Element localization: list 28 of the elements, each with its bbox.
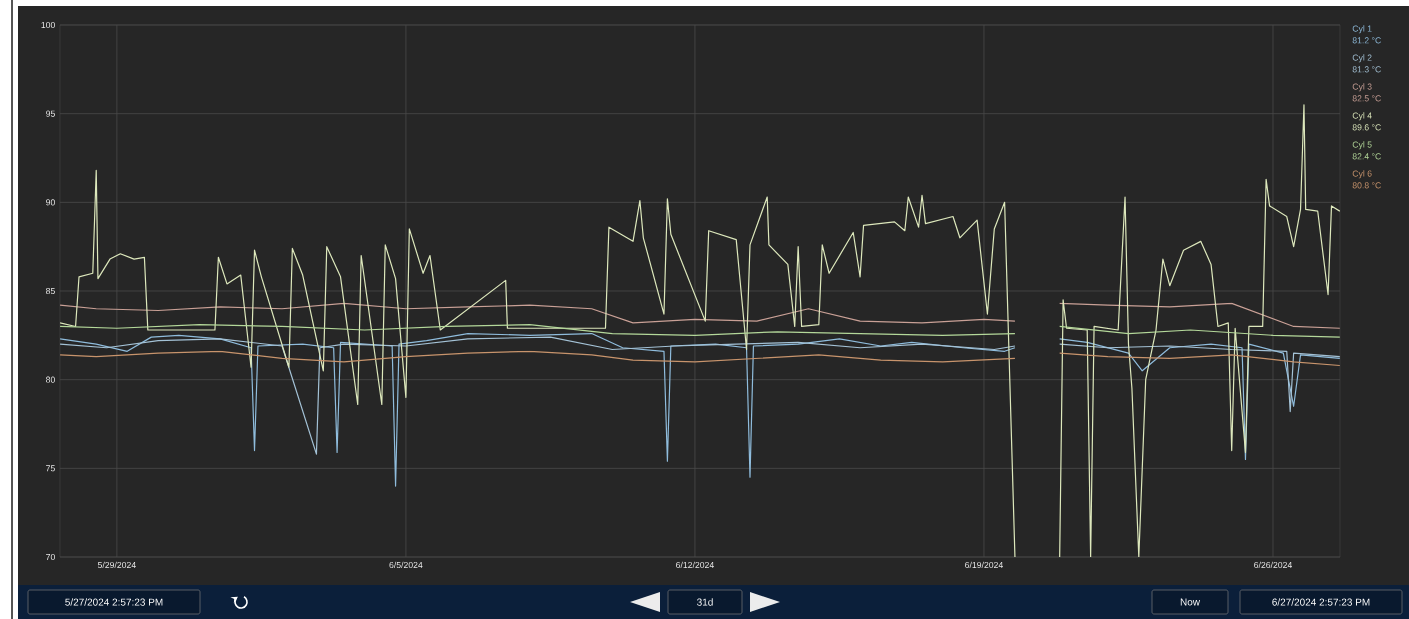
text: 5/27/2024 2:57:23 PM: [65, 598, 163, 606]
text: 31d: [697, 598, 713, 606]
x-tick-label: 5/29/2024: [97, 561, 136, 569]
text: 80.8 °C: [1352, 182, 1381, 189]
text: 81.3 °C: [1352, 66, 1381, 73]
y-tick-label: 80: [46, 376, 55, 383]
x-tick-label: 6/26/2024: [1254, 561, 1293, 569]
text: Cyl 1: [1352, 25, 1372, 34]
y-tick-label: 75: [46, 465, 55, 472]
text: Cyl 5: [1352, 141, 1372, 150]
text: 89.6 °C: [1352, 124, 1381, 131]
y-tick-label: 90: [46, 199, 55, 206]
x-tick-label: 6/19/2024: [965, 561, 1003, 569]
y-tick-label: 100: [41, 21, 55, 29]
text: Cyl 4: [1352, 112, 1372, 121]
y-tick-label: 70: [46, 553, 55, 561]
text: 82.4 °C: [1352, 153, 1381, 160]
text: Cyl 6: [1352, 170, 1372, 179]
x-tick-label: 6/12/2024: [676, 561, 714, 569]
text: Cyl 3: [1352, 83, 1372, 92]
text: Cyl 2: [1352, 54, 1372, 63]
y-tick-label: 95: [46, 110, 55, 117]
text: Now: [1180, 598, 1201, 606]
text: 6/27/2024 2:57:23 PM: [1272, 598, 1370, 606]
text: 81.2 °C: [1352, 37, 1381, 44]
y-tick-label: 85: [46, 287, 55, 295]
text: 82.5 °C: [1352, 95, 1381, 102]
x-tick-label: 6/5/2024: [389, 561, 423, 569]
